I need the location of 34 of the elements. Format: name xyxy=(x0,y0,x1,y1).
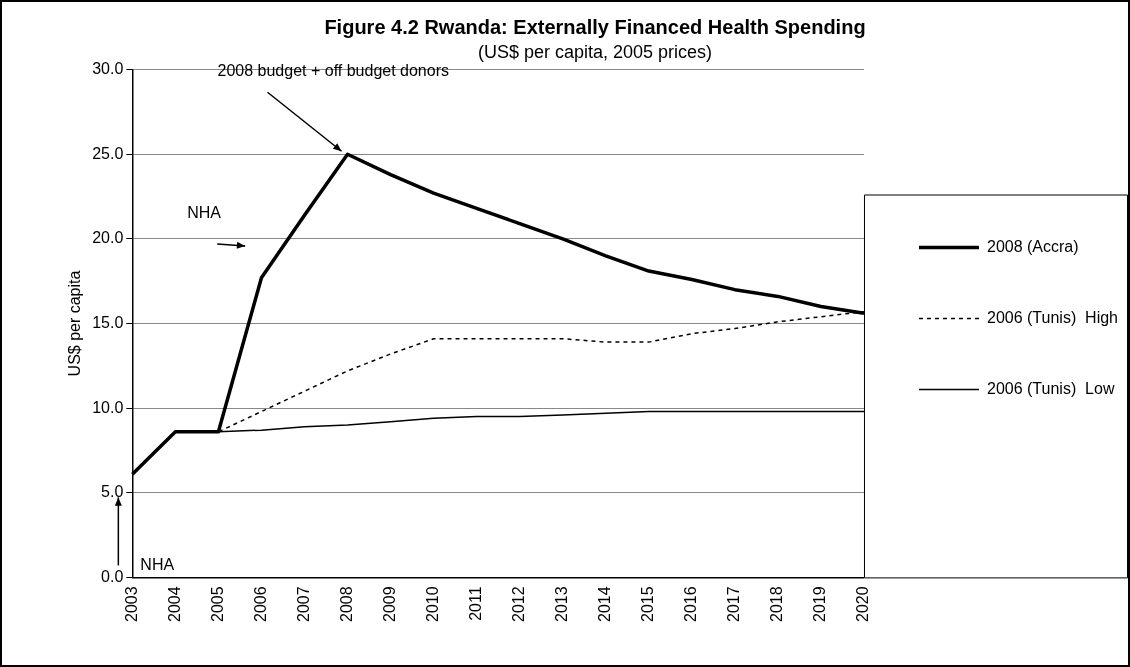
x-tick-label: 2003 xyxy=(122,586,140,622)
x-tick-label: 2018 xyxy=(768,586,786,622)
y-tick-label: 0.0 xyxy=(101,567,124,585)
y-tick-label: 30.0 xyxy=(92,60,124,78)
legend-label: 2008 (Accra) xyxy=(986,237,1079,255)
chart-subtitle: (US$ per capita, 2005 prices) xyxy=(477,41,713,62)
y-tick-label: 20.0 xyxy=(92,229,124,247)
x-tick-label: 2013 xyxy=(553,586,571,622)
x-tick-label: 2017 xyxy=(725,586,743,622)
y-axis-title: US$ per capita xyxy=(66,270,84,377)
y-tick-label: 25.0 xyxy=(92,144,124,162)
x-tick-label: 2015 xyxy=(639,586,657,622)
x-tick-label: 2012 xyxy=(510,586,528,622)
x-tick-label: 2006 xyxy=(251,586,269,622)
y-tick-label: 5.0 xyxy=(101,483,124,501)
chart-title: Figure 4.2 Rwanda: Externally Financed Health Spending xyxy=(324,15,866,38)
x-tick-label: 2011 xyxy=(467,586,485,621)
x-tick-label: 2008 xyxy=(337,586,355,622)
x-tick-label: 2014 xyxy=(596,586,614,622)
annotation: 2008 budget + off budget donors xyxy=(217,61,449,79)
annotation: NHA xyxy=(140,555,175,573)
legend-label: 2006 (Tunis) High xyxy=(986,308,1119,326)
x-tick-label: 2007 xyxy=(294,586,312,622)
y-tick-label: 15.0 xyxy=(92,313,124,331)
legend-label: 2006 (Tunis) Low xyxy=(986,379,1115,397)
x-tick-label: 2009 xyxy=(380,586,398,622)
x-tick-label: 2010 xyxy=(424,586,442,622)
x-tick-label: 2004 xyxy=(165,586,183,622)
x-tick-label: 2016 xyxy=(682,586,700,622)
y-tick-label: 10.0 xyxy=(92,398,124,416)
x-tick-label: 2005 xyxy=(208,586,226,622)
x-tick-label: 2019 xyxy=(811,586,829,622)
annotation: NHA xyxy=(187,204,222,222)
x-tick-label: 2020 xyxy=(854,586,872,622)
